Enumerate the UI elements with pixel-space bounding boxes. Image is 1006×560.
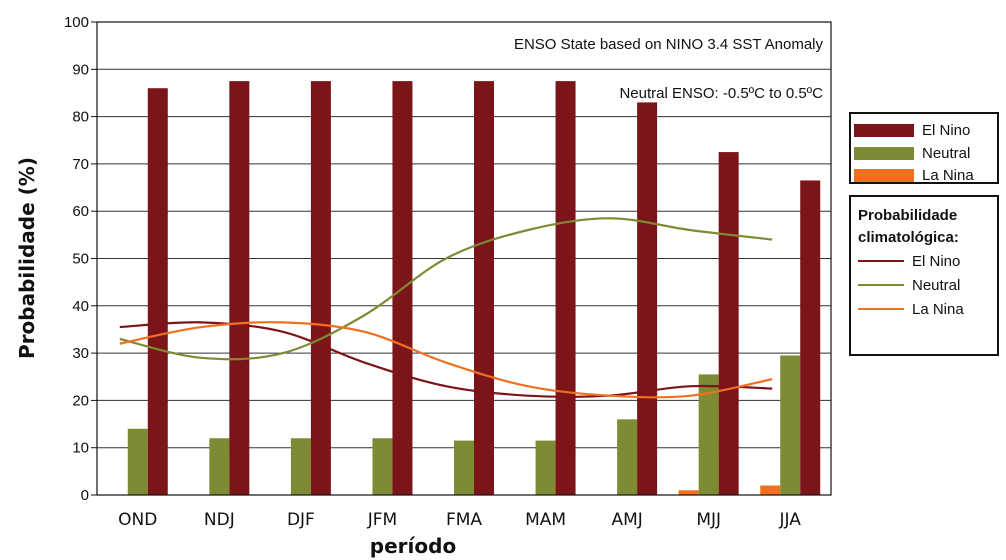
bar-neutral: [535, 440, 556, 495]
line-legend-label-la-nina: La Nina: [912, 300, 964, 318]
bar-neutral: [617, 419, 638, 495]
legend-label-neutral: Neutral: [922, 144, 971, 162]
legend-item-la-nina: La Nina: [854, 164, 997, 186]
line-legend-item-la-nina: La Nina: [858, 297, 997, 321]
bar-legend: El Nino Neutral La Nina: [849, 112, 999, 184]
y-tick-label: 50: [72, 251, 89, 268]
x-tick-label: AMJ: [611, 510, 642, 530]
x-tick-label: OND: [118, 510, 157, 530]
bar-neutral: [698, 374, 719, 495]
line-legend-item-el-nino: El Nino: [858, 249, 997, 273]
y-tick-label: 90: [72, 61, 89, 78]
la-nina-line-swatch: [858, 308, 904, 310]
line-legend-label-neutral: Neutral: [912, 276, 961, 294]
bar-neutral: [127, 428, 148, 495]
legend-item-neutral: Neutral: [854, 142, 997, 164]
y-axis-title: Probabilidade (%): [15, 157, 39, 359]
bar-neutral: [780, 355, 801, 495]
bar-neutral: [372, 438, 393, 495]
y-tick-label: 60: [72, 203, 89, 220]
line-legend-item-neutral: Neutral: [858, 273, 997, 297]
y-tick-label: 20: [72, 392, 89, 409]
y-tick-label: 10: [72, 440, 89, 457]
legend-label-el-nino: El Nino: [922, 121, 971, 139]
x-tick-label: JJA: [779, 510, 802, 530]
bar-el-nino: [718, 152, 739, 495]
bar-el-nino: [229, 81, 250, 495]
climatology-line-neutral: [119, 217, 773, 361]
y-tick-label: 100: [64, 14, 89, 31]
el-nino-swatch: [854, 123, 914, 137]
climatology-legend: Probabilidade climatológica: El Nino Neu…: [849, 195, 999, 356]
x-tick-label: MJJ: [696, 510, 721, 530]
neutral-swatch: [854, 146, 914, 160]
climatology-legend-title: Probabilidade climatológica:: [858, 207, 959, 246]
neutral-line-swatch: [858, 284, 904, 286]
bar-el-nino: [555, 81, 576, 495]
bar-el-nino: [147, 88, 168, 495]
legend-item-el-nino: El Nino: [854, 118, 997, 142]
line-legend-label-el-nino: El Nino: [912, 252, 961, 270]
la-nina-swatch: [854, 168, 914, 182]
x-tick-label: JFM: [367, 510, 397, 530]
annotation-enso-state: ENSO State based on NINO 3.4 SST Anomaly: [514, 36, 824, 53]
y-tick-label: 40: [72, 298, 89, 315]
bar-el-nino: [474, 81, 494, 495]
x-tick-label: DJF: [287, 510, 315, 530]
x-tick-label: MAM: [525, 510, 566, 530]
bar-neutral: [209, 438, 230, 495]
bar-el-nino: [310, 81, 331, 495]
bars: [127, 81, 821, 495]
el-nino-line-swatch: [858, 260, 904, 262]
bar-la-nina: [760, 485, 781, 495]
x-tick-label: FMA: [446, 510, 482, 530]
y-tick-label: 0: [81, 487, 89, 504]
bar-neutral: [454, 440, 474, 495]
y-tick-labels: 0 10 20 30 40 50 60 70 80 90 100: [64, 14, 97, 504]
x-tick-label: NDJ: [204, 510, 235, 530]
climatology-line-la-nina: [119, 321, 773, 399]
y-tick-label: 30: [72, 345, 89, 362]
climatology-lines: [119, 217, 773, 399]
x-tick-labels: OND NDJ DJF JFM FMA MAM AMJ MJJ JJA: [118, 510, 801, 530]
y-tick-label: 80: [72, 109, 89, 126]
grid-lines: [97, 68, 831, 449]
bar-el-nino: [637, 102, 658, 495]
legend-label-la-nina: La Nina: [922, 166, 974, 184]
bar-neutral: [290, 438, 311, 495]
bar-la-nina: [678, 490, 699, 495]
bar-el-nino: [800, 180, 821, 495]
y-tick-label: 70: [72, 156, 89, 173]
annotation-neutral-range: Neutral ENSO: -0.5ºC to 0.5ºC: [619, 85, 823, 102]
x-axis-title: período: [370, 534, 456, 558]
